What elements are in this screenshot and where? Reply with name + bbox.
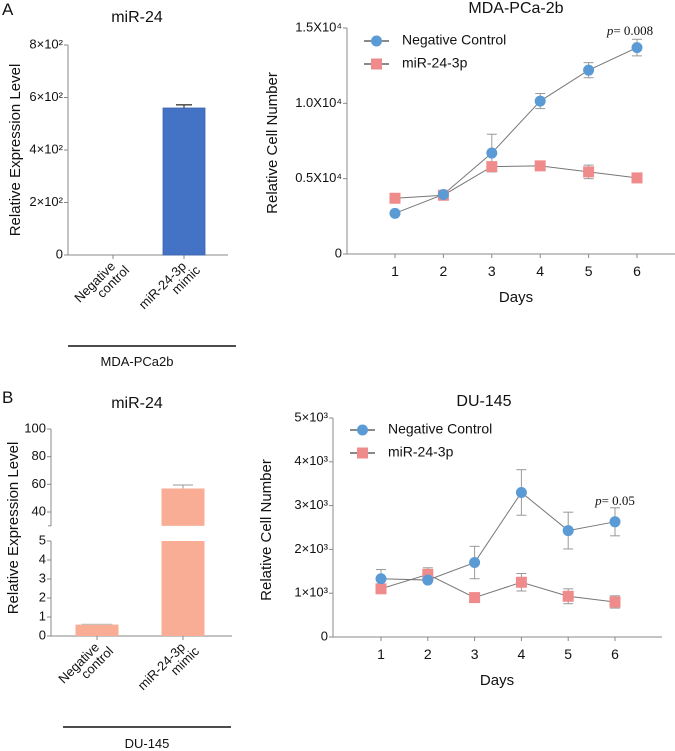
bar-upper-segment xyxy=(161,488,205,526)
data-point-mir-24-3p xyxy=(422,568,434,580)
y-tick-label: 60 xyxy=(32,476,46,491)
legend-marker-circle xyxy=(357,424,368,436)
data-point-negative-control xyxy=(375,573,387,585)
panel-label-a: A xyxy=(2,0,14,19)
data-point-mir-24-3p xyxy=(534,160,546,172)
legend-marker-square xyxy=(357,447,368,459)
y-tick-label: 2×10² xyxy=(29,194,63,209)
data-point-negative-control xyxy=(437,188,449,200)
x-tick-label: 5 xyxy=(585,263,593,279)
y-tick-label: 40 xyxy=(32,503,46,518)
legend-label: miR-24-3p xyxy=(402,55,468,71)
group-label: MDA-PCa2b xyxy=(101,354,174,369)
y-tick-label: 80 xyxy=(32,448,46,463)
data-point-negative-control xyxy=(389,207,401,219)
legend-marker-square xyxy=(371,58,382,70)
x-tick-label: 2 xyxy=(440,263,448,279)
x-tick-label: 3 xyxy=(471,646,479,662)
y-tick-label: 1.0X10⁴ xyxy=(295,95,342,110)
y-tick-label: 0 xyxy=(56,246,63,261)
y-tick-label: 0 xyxy=(321,628,328,643)
y-tick-label: 4 xyxy=(39,551,46,566)
chart-b-expression: miR-24 Relative Expression Level DU-145 … xyxy=(5,395,232,751)
data-point-negative-control xyxy=(534,95,546,107)
series-line xyxy=(380,573,616,603)
x-tick-label: 6 xyxy=(611,646,619,662)
x-tick-label: 1 xyxy=(391,263,399,279)
x-tick-label: 1 xyxy=(377,646,385,662)
y-tick-label: 100 xyxy=(24,420,46,435)
chart-title: DU-145 xyxy=(456,393,511,410)
y-axis-label: Relative Cell Number xyxy=(258,459,275,601)
data-point-negative-control xyxy=(469,557,481,569)
data-point-mir-24-3p xyxy=(583,166,595,178)
x-axis-label: Days xyxy=(499,289,533,306)
chart-a-expression: miR-24 Relative Expression Level MDA-PCa… xyxy=(7,9,236,369)
data-point-negative-control xyxy=(515,486,527,498)
y-tick-label: 2 xyxy=(39,589,46,604)
y-tick-label: 8×10² xyxy=(29,36,63,51)
data-point-negative-control xyxy=(583,64,595,76)
chart-b-growth: DU-145 Relative Cell Number Days 0 1×10³ 2… xyxy=(258,393,662,689)
series-line xyxy=(394,165,638,199)
data-point-mir-24-3p xyxy=(389,192,401,204)
data-point-negative-control xyxy=(486,147,498,159)
x-tick-label: 3 xyxy=(488,263,496,279)
y-axis-label: Relative Cell Number xyxy=(264,72,281,214)
y-tick-label: 4×10³ xyxy=(294,453,328,468)
y-tick-label: 4×10² xyxy=(29,141,63,156)
y-tick-label: 2×10³ xyxy=(294,541,328,556)
x-tick-label: 6 xyxy=(633,263,641,279)
x-tick-label: 5 xyxy=(564,646,572,662)
data-point-mir-24-3p xyxy=(631,172,643,184)
y-tick-label: 3 xyxy=(39,570,46,585)
data-point-mir-24-3p xyxy=(375,583,387,595)
legend-label: Negative Control xyxy=(388,421,492,437)
y-tick-label: 5×10³ xyxy=(294,409,328,424)
series-line xyxy=(380,491,616,581)
y-tick-label: 1.5X10⁴ xyxy=(295,19,342,34)
data-point-mir-24-3p xyxy=(562,590,574,602)
x-axis-label: Days xyxy=(480,672,514,689)
chart-a-growth: MDA-PCa-2b Relative Cell Number Days 0 0.… xyxy=(264,0,675,306)
x-tick-label: 2 xyxy=(424,646,432,662)
series-line xyxy=(394,47,638,214)
data-point-negative-control xyxy=(631,42,643,54)
y-tick-label: 0.5X10⁴ xyxy=(295,170,342,185)
data-point-mir-24-3p xyxy=(609,596,621,608)
data-point-mir-24-3p xyxy=(515,576,527,588)
y-tick-label: 1×10³ xyxy=(294,585,328,600)
data-point-negative-control xyxy=(562,525,574,537)
panel-label-b: B xyxy=(2,388,13,407)
group-label: DU-145 xyxy=(125,736,170,751)
y-tick-label: 5 xyxy=(39,532,46,547)
chart-title: MDA-PCa-2b xyxy=(468,0,563,17)
bar xyxy=(75,624,119,636)
chart-title: miR-24 xyxy=(111,395,163,412)
chart-title: miR-24 xyxy=(111,9,163,26)
legend-label: Negative Control xyxy=(402,32,506,48)
x-tick-label: 4 xyxy=(518,646,526,662)
x-tick-label: 4 xyxy=(536,263,544,279)
data-point-mir-24-3p xyxy=(469,592,481,604)
legend-marker-circle xyxy=(371,35,382,47)
y-tick-label: 1 xyxy=(39,608,46,623)
legend-label: miR-24-3p xyxy=(388,444,454,460)
data-point-negative-control xyxy=(609,516,621,528)
p-value-annotation: p= 0.008 xyxy=(606,23,653,38)
y-axis-label: Relative Expression Level xyxy=(7,64,24,237)
y-tick-label: 6×10² xyxy=(29,89,63,104)
p-value-annotation: p= 0.05 xyxy=(594,493,635,508)
y-tick-label: 0 xyxy=(39,627,46,642)
data-point-negative-control xyxy=(422,574,434,586)
y-tick-label: 0 xyxy=(335,245,342,260)
data-point-mir-24-3p xyxy=(486,161,498,173)
bar xyxy=(162,107,206,256)
y-axis-label: Relative Expression Level xyxy=(5,442,22,615)
bar-lower-segment xyxy=(161,541,205,636)
y-tick-label: 3×10³ xyxy=(294,497,328,512)
